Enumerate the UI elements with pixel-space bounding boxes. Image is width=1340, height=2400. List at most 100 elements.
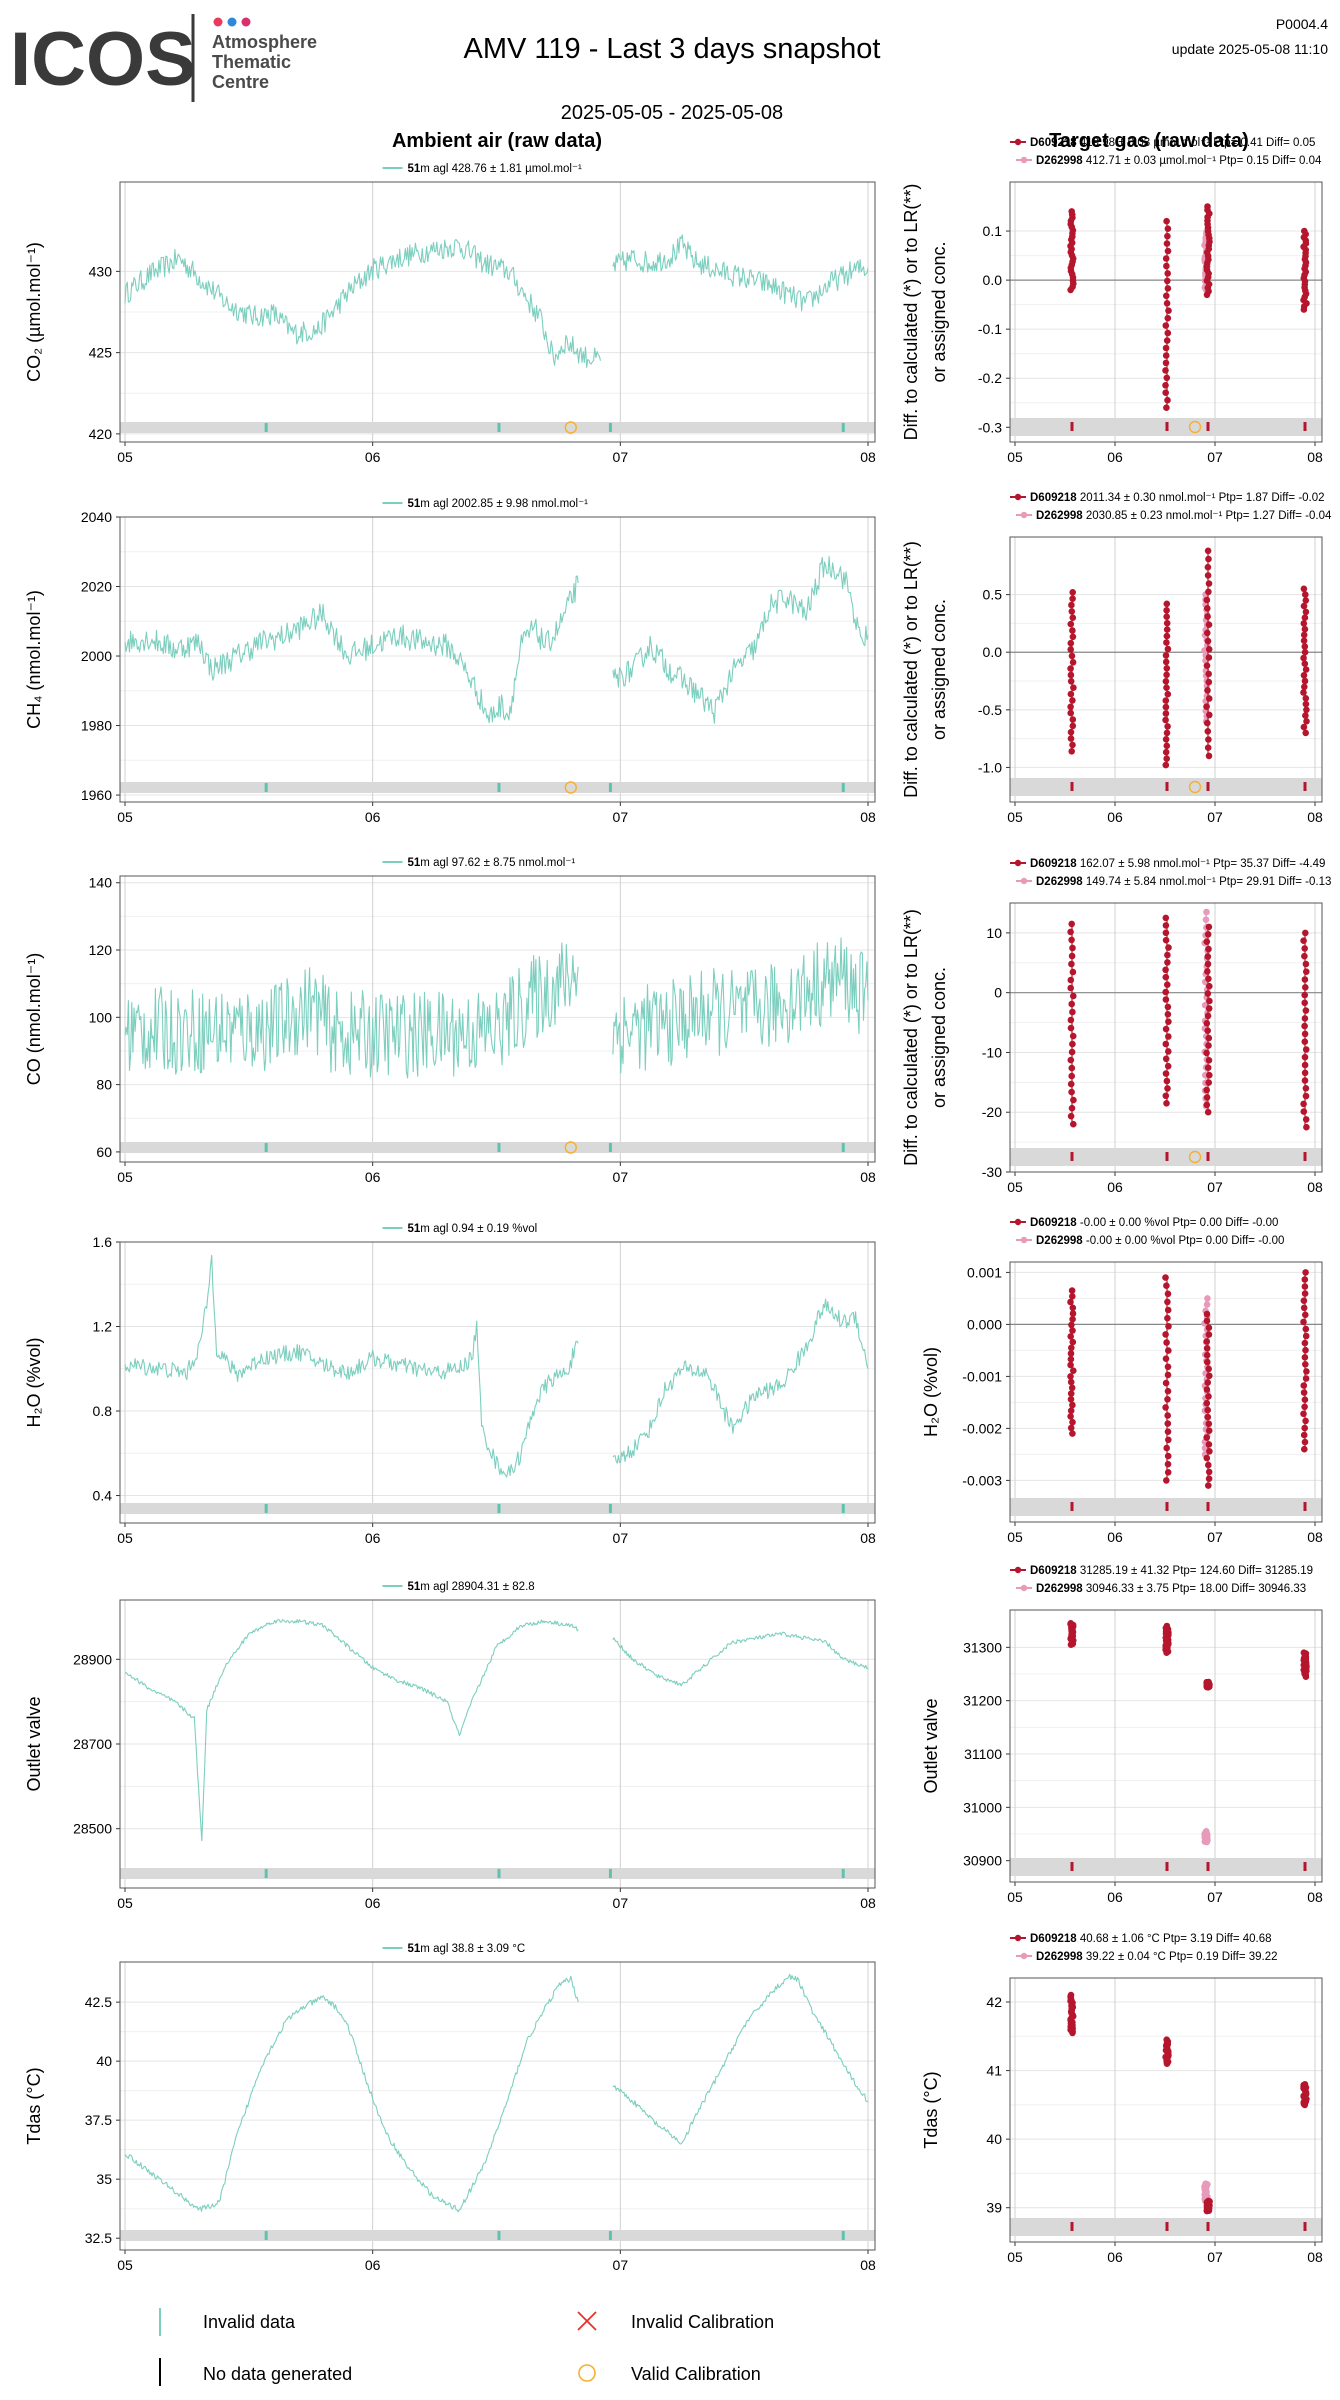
x-tick-label: 08 (1307, 2249, 1323, 2265)
panel-ambient-tdas: 32.5 35 37.5 40 42.5 05 06 07 08 Tdas (°C) 51m agl… (24, 1943, 876, 2273)
y-tick-label: 31300 (963, 1639, 1002, 1655)
x-tick-label: 05 (117, 1530, 133, 1546)
ambient-series-line (612, 556, 869, 724)
legend-height: 51 (408, 163, 421, 175)
target-point (1162, 1379, 1170, 1387)
x-tick-label: 08 (860, 2257, 876, 2273)
logo-dot-blue (227, 17, 237, 27)
legend-cylinder-id: D262998 (1036, 1235, 1083, 1247)
plot-area (120, 1962, 875, 2250)
target-point (1164, 329, 1172, 337)
target-point (1205, 1427, 1213, 1434)
logo-text: ICOS (10, 17, 196, 102)
legend-stats: m agl 97.62 ± 8.75 nmol.mol⁻¹ (420, 857, 575, 869)
target-point (1301, 1038, 1309, 1045)
y-tick-label: 1980 (81, 718, 112, 734)
panel-target-tdas: 42 41 40 39 05 06 07 08 Tdas (°C) D609218 40.68 ±… (921, 1933, 1323, 2265)
target-point (1165, 307, 1172, 315)
update-time: update 2025-05-08 11:10 (1172, 41, 1328, 57)
legend-text: 51m agl 0.94 ± 0.19 %vol (408, 1223, 538, 1235)
x-tick-label: 05 (117, 449, 133, 465)
legend-marker (1014, 1566, 1022, 1574)
target-point (1302, 1311, 1309, 1319)
y-tick-label: 31000 (963, 1799, 1002, 1815)
logo-sub-2: Thematic (212, 52, 291, 72)
target-point (1162, 344, 1170, 352)
target-point (1067, 1424, 1075, 1432)
target-point (1205, 646, 1213, 653)
target-point (1204, 572, 1212, 579)
legend-stats: 30946.33 ± 3.75 Ptp= 18.00 Diff= 30946.3… (1083, 1583, 1307, 1595)
target-point (1164, 277, 1171, 285)
icos-logo: ICOS Atmosphere Thematic Centre (10, 14, 317, 102)
target-point (1203, 596, 1211, 604)
target-point (1067, 1991, 1075, 1999)
target-point (1301, 625, 1309, 633)
plot-frame (1009, 181, 1323, 443)
legend-text: D262998 2030.85 ± 0.23 nmol.mol⁻¹ Ptp= 1… (1036, 510, 1332, 522)
y-tick-label: -10 (982, 1044, 1002, 1060)
target-point (1203, 1049, 1210, 1057)
target-point (1067, 984, 1074, 992)
target-point (1300, 672, 1308, 679)
y-axis-label: Tdas (°C) (24, 2067, 44, 2144)
y-tick-label: 0.0 (983, 644, 1003, 660)
legend-cylinder-id: D609218 (1030, 492, 1077, 504)
x-tick-label: 06 (365, 449, 381, 465)
target-point (1303, 1123, 1310, 1131)
target-point (1163, 1077, 1171, 1085)
target-point (1203, 1351, 1211, 1359)
target-point (1205, 1475, 1213, 1482)
plot-frame (1009, 536, 1323, 803)
target-point (1163, 729, 1171, 737)
target-point (1302, 597, 1310, 604)
target-point (1164, 1387, 1172, 1395)
y-axis-label: H₂O (%vol) (24, 1338, 44, 1428)
legend-cylinder-id: D262998 (1036, 155, 1083, 167)
x-tick-label: 07 (613, 809, 629, 825)
target-point (1302, 591, 1309, 598)
target-point (1163, 404, 1170, 412)
target-point (1302, 1116, 1310, 1123)
y-tick-label: -0.003 (962, 1472, 1002, 1488)
target-point (1204, 1108, 1212, 1116)
target-point (1300, 602, 1308, 610)
target-point (1164, 1298, 1171, 1306)
target-point (1203, 1310, 1211, 1318)
x-tick-label: 07 (1207, 809, 1223, 825)
y-tick-label: -1.0 (978, 759, 1002, 775)
target-point (1162, 389, 1169, 397)
target-point (1164, 1003, 1172, 1011)
target-point (1300, 654, 1307, 662)
target-point (1164, 1085, 1171, 1092)
target-point (1069, 1327, 1076, 1334)
y-tick-label: 2040 (81, 509, 112, 525)
target-point (1068, 1104, 1076, 1112)
target-point (1205, 1079, 1212, 1086)
target-point (1069, 968, 1077, 976)
target-point (1300, 1100, 1307, 1108)
target-point (1069, 1304, 1077, 1312)
target-point (1162, 652, 1170, 659)
x-tick-label: 07 (613, 1530, 629, 1546)
legend-marker (1014, 1218, 1022, 1226)
y-tick-label: 35 (96, 2171, 112, 2187)
target-point (1067, 1620, 1074, 1627)
target-point (1301, 1396, 1309, 1403)
target-point (1204, 547, 1212, 555)
legend-height: 51 (408, 1943, 421, 1955)
x-tick-label: 08 (860, 1895, 876, 1911)
target-point (1163, 684, 1170, 691)
x-tick-label: 05 (117, 2257, 133, 2273)
target-point (1204, 629, 1211, 637)
target-point (1164, 1396, 1171, 1403)
target-point (1068, 960, 1075, 968)
target-point (1206, 1071, 1213, 1079)
target-point (1204, 1012, 1212, 1020)
target-point (1300, 1108, 1308, 1115)
target-point (1162, 697, 1170, 704)
target-point (1164, 1420, 1172, 1427)
target-point (1067, 1298, 1074, 1306)
target-point (1205, 1482, 1212, 1489)
legend-cylinder-id: D262998 (1036, 1951, 1083, 1963)
